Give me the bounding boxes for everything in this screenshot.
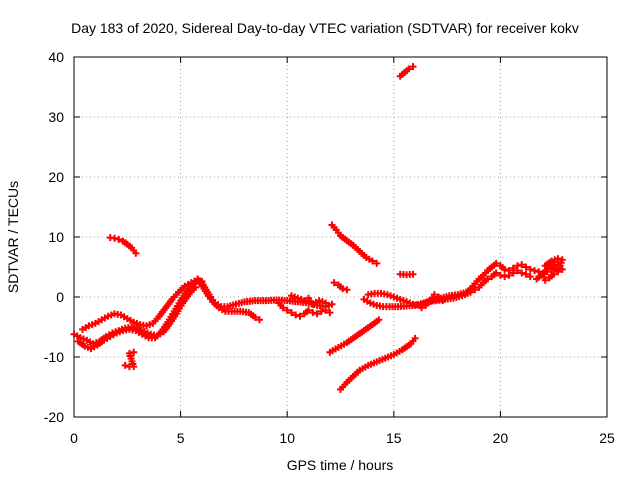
axis-ticks: 0 5 10 15 20 25 -20 -10 0 10 20 30 40 (44, 49, 615, 446)
data-point (522, 263, 530, 271)
data-point (509, 269, 517, 277)
series-band-j (418, 291, 447, 312)
x-tick-label: 0 (70, 430, 78, 446)
data-point (251, 313, 259, 321)
data-point (305, 306, 313, 314)
series-band-k (467, 259, 543, 293)
data-point (531, 267, 539, 275)
data-point (292, 311, 300, 319)
data-point (330, 279, 338, 287)
data-point (526, 265, 534, 273)
data-point (492, 259, 500, 267)
x-tick-label: 20 (493, 430, 509, 446)
series-band-l (471, 267, 534, 294)
data-points (70, 63, 566, 393)
data-point (115, 235, 123, 243)
data-point (550, 270, 558, 278)
data-point (287, 309, 295, 317)
data-point (518, 269, 526, 277)
data-point (322, 306, 330, 314)
data-point (326, 309, 334, 317)
data-point (130, 348, 138, 356)
data-point (121, 361, 129, 369)
series-cluster-low (121, 348, 138, 371)
y-tick-label: 30 (48, 109, 64, 125)
data-point (409, 63, 417, 71)
series-arc-high (106, 234, 140, 257)
series-band-c (79, 276, 206, 333)
y-tick-label: 0 (56, 289, 64, 305)
data-point (296, 312, 304, 320)
data-point (430, 291, 438, 299)
data-point (405, 65, 413, 73)
y-axis-label: SDTVAR / TECUs (5, 181, 21, 293)
series-band-m (533, 255, 566, 284)
data-point (375, 316, 383, 324)
x-tick-label: 15 (386, 430, 402, 446)
data-point (368, 257, 376, 265)
data-point (125, 349, 133, 357)
gridlines (74, 57, 607, 417)
data-point (283, 306, 291, 314)
data-point (513, 267, 521, 275)
y-tick-label: 20 (48, 169, 64, 185)
series-seg-small (330, 279, 351, 294)
series-band-e (196, 280, 263, 324)
series-seg-rise-2 (337, 334, 419, 393)
data-point (373, 259, 381, 267)
data-point (255, 316, 263, 324)
data-point (439, 297, 447, 305)
data-point (501, 265, 509, 273)
data-point (501, 273, 509, 281)
x-tick-label: 10 (279, 430, 295, 446)
y-tick-label: 10 (48, 229, 64, 245)
chart-title: Day 183 of 2020, Sidereal Day-to-day VTE… (71, 20, 579, 36)
series-seg-mid (396, 270, 417, 279)
data-point (554, 255, 562, 263)
data-point (471, 286, 479, 294)
data-point (492, 269, 500, 277)
data-point (317, 307, 325, 315)
series-seg-top (396, 63, 417, 80)
data-point (111, 234, 119, 242)
data-point (518, 261, 526, 269)
data-point (309, 309, 317, 317)
data-point (328, 300, 336, 308)
y-tick-label: -20 (44, 409, 64, 425)
y-tick-label: 40 (48, 49, 64, 65)
series-band-g (287, 292, 330, 308)
data-point (339, 285, 347, 293)
data-point (418, 304, 426, 312)
y-tick-label: -10 (44, 349, 64, 365)
data-point (409, 270, 417, 278)
data-point (279, 304, 287, 312)
series-seg-rise-1 (326, 316, 383, 356)
data-point (411, 334, 419, 342)
x-tick-label: 25 (599, 430, 615, 446)
x-axis-label: GPS time / hours (287, 457, 394, 473)
data-point (343, 286, 351, 294)
data-point (300, 297, 308, 305)
data-point (541, 276, 549, 284)
data-point (132, 249, 140, 257)
series-band-f (275, 299, 334, 320)
data-point (313, 310, 321, 318)
data-point (496, 271, 504, 279)
x-tick-label: 5 (177, 430, 185, 446)
data-point (505, 271, 513, 279)
data-point (322, 299, 330, 307)
data-point (522, 270, 530, 278)
data-point (526, 273, 534, 281)
data-point (484, 275, 492, 283)
series-seg-high-late (328, 221, 381, 267)
